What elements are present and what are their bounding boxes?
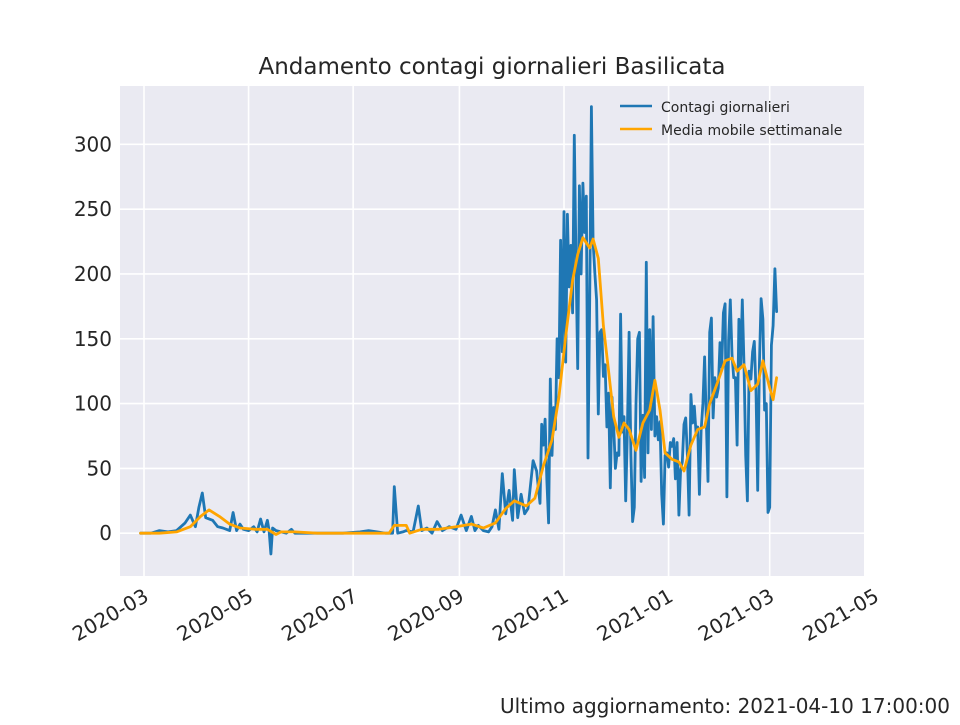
x-tick-label: 2020-07 (277, 584, 361, 647)
y-tick-label: 300 (74, 132, 112, 156)
plot-area (120, 86, 864, 576)
x-tick-label: 2021-01 (593, 584, 677, 647)
legend-label-media-mobile: Media mobile settimanale (661, 123, 842, 139)
x-tick-label: 2020-03 (68, 584, 152, 647)
y-tick-label: 150 (74, 327, 112, 351)
x-tick-label: 2020-11 (488, 584, 572, 647)
x-tick-label: 2021-05 (798, 584, 882, 647)
x-tick-label: 2021-03 (694, 584, 778, 647)
y-tick-label: 50 (87, 456, 112, 480)
y-tick-label: 100 (74, 392, 112, 416)
series-lines (139, 105, 778, 556)
x-tick-label: 2020-05 (173, 584, 257, 647)
legend-label-contagi: Contagi giornalieri (661, 100, 790, 116)
x-tick-label: 2020-09 (384, 584, 468, 647)
legend: Contagi giornalieri Media mobile settima… (620, 100, 842, 139)
last-update-footer: Ultimo aggiornamento: 2021-04-10 17:00:0… (500, 694, 950, 718)
series-line-media-mobile (139, 236, 778, 536)
y-tick-label: 200 (74, 262, 112, 286)
y-tick-label: 0 (99, 521, 112, 545)
y-tick-label: 250 (74, 197, 112, 221)
chart-title: Andamento contagi giornalieri Basilicata (259, 54, 726, 80)
